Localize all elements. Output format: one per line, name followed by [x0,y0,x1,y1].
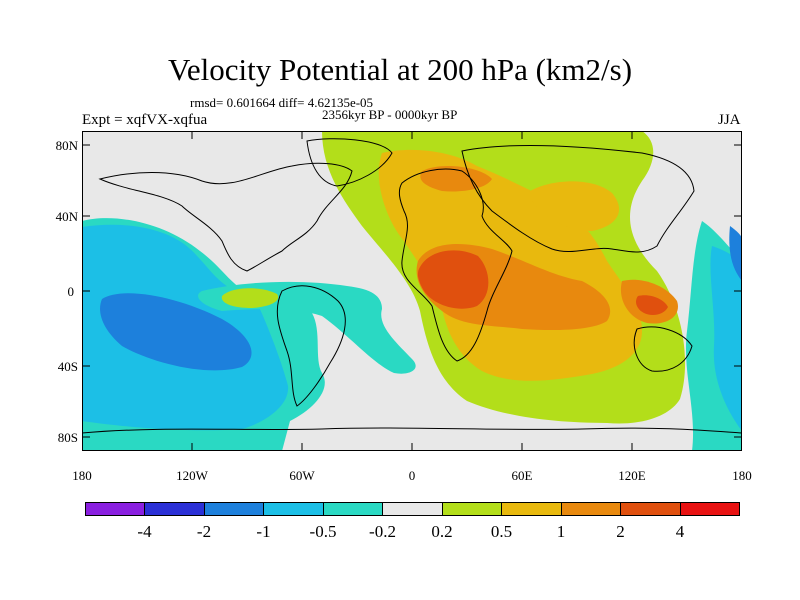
coastlines [82,138,742,434]
lon-label-120e: 120E [618,468,646,483]
field-pos-max [417,250,489,309]
lon-label-60w: 60W [289,468,315,483]
field-pos-strong-north [420,165,492,192]
colorbar-box [264,503,324,515]
season-label: JJA [718,112,741,128]
colorbar-label: 2 [616,522,625,541]
colorbar-box [204,503,265,515]
colorbar-label: 0.2 [431,522,453,541]
colorbar-box [383,503,443,515]
colorbar-label: 0.5 [490,522,513,541]
colorbar-label: 4 [675,522,685,541]
period-text: 2356kyr BP - 0000kyr BP [322,107,458,122]
lon-label-60e: 60E [511,468,533,483]
field-neg-strong-east [729,226,742,281]
lon-label-0: 0 [408,468,416,483]
coast-australia [633,326,693,372]
field-layers [82,131,742,451]
lon-label-120w: 120W [176,468,208,483]
colorbar-box [680,503,739,515]
coast-south-america [276,285,346,407]
lat-label-40s: 40S [57,359,78,374]
lat-label-0: 0 [67,284,75,299]
lat-label-80n: 80N [55,138,78,153]
colorbar [85,502,740,516]
coast-europe-africa [398,168,513,362]
field-neg-strong-pacific [100,293,252,371]
colorbar-box [442,503,503,515]
stats-text: rmsd= 0.601664 diff= 4.62135e-05 [190,95,374,110]
axis-ticks [82,131,742,451]
field-pos-mid-north [527,181,620,231]
colorbar-box [323,503,384,515]
colorbar-box [502,503,562,515]
page-title: Velocity Potential at 200 hPa (km2/s) [167,52,633,87]
lon-label-180w: 180 [72,468,92,483]
coast-greenland [306,138,393,187]
field-pos-weak-patch [221,288,279,308]
lat-label-40n: 40N [55,209,78,224]
colorbar-label: -2 [196,522,212,541]
velocity-potential-map [82,131,742,451]
lat-label-80s: 80S [57,430,78,445]
colorbar-box [86,503,146,515]
coast-antarctica [82,427,742,434]
experiment-label: Expt = xqfVX-xqfua [82,112,208,128]
field-pos-max-indonesia [636,295,668,315]
field-neg-mid-east [710,246,742,431]
colorbar-label: 1 [556,522,566,541]
coast-north-america [98,162,353,272]
colorbar-box [621,503,681,515]
lon-label-180e: 180 [732,468,752,483]
colorbar-box [561,503,622,515]
coast-asia [461,144,695,253]
colorbar-label: -0.2 [369,522,396,541]
colorbar-box [145,503,205,515]
colorbar-label: -4 [137,522,152,541]
colorbar-label: -1 [256,522,271,541]
colorbar-label: -0.5 [309,522,337,541]
